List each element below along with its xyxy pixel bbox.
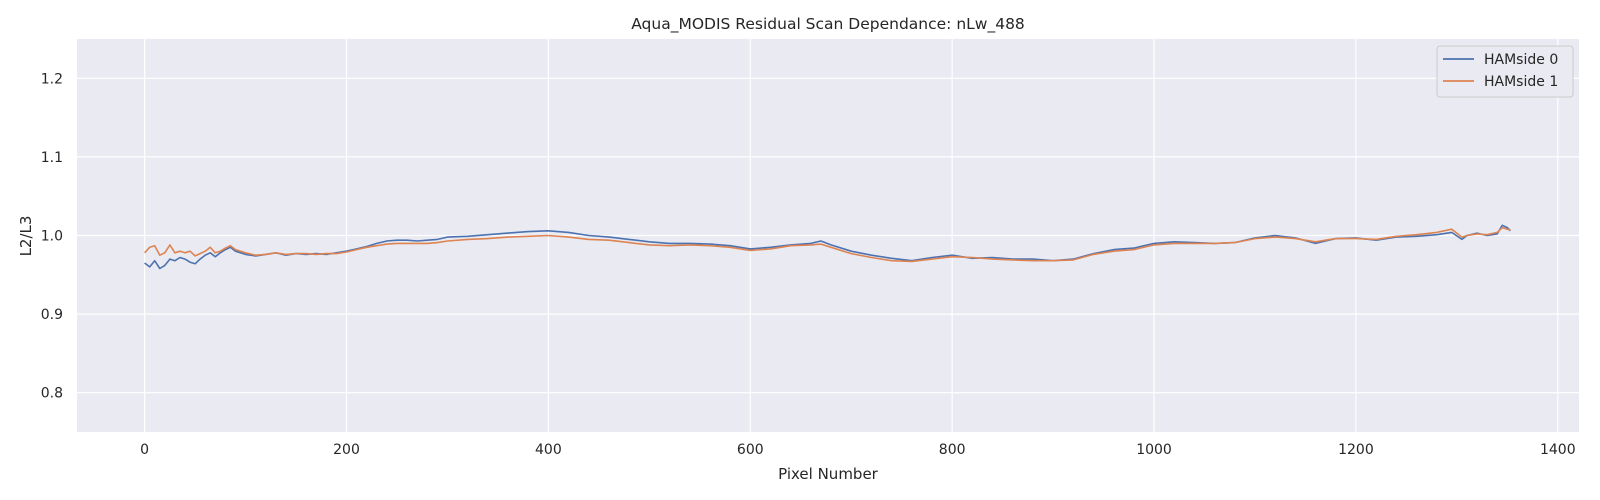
x-tick-label: 200: [333, 442, 360, 458]
x-tick-label: 800: [939, 442, 966, 458]
x-axis-label: Pixel Number: [778, 465, 879, 483]
x-tick-label: 1000: [1136, 442, 1172, 458]
x-tick-label: 0: [140, 442, 149, 458]
x-tick-label: 400: [535, 442, 562, 458]
y-tick-label: 1.0: [41, 229, 63, 245]
legend: HAMside 0 HAMside 1: [1436, 45, 1574, 98]
legend-label-hamside-1: HAMside 1: [1484, 74, 1558, 90]
y-tick-label: 0.8: [41, 386, 63, 402]
x-tick-label: 600: [737, 442, 764, 458]
y-tick-label: 1.2: [41, 71, 63, 87]
x-tick-labels: 0 200 400 600 800 1000 1200 1400: [140, 442, 1575, 458]
series-lines: [144, 224, 1511, 270]
chart-title: Aqua_MODIS Residual Scan Dependance: nLw…: [631, 15, 1025, 34]
y-tick-label: 0.9: [41, 307, 63, 323]
y-axis-label: L2/L3: [17, 216, 35, 257]
x-tick-label: 1400: [1540, 442, 1576, 458]
x-tick-label: 1200: [1338, 442, 1374, 458]
legend-label-hamside-0: HAMside 0: [1484, 52, 1558, 68]
y-tick-labels: 0.8 0.9 1.0 1.1 1.2: [41, 71, 63, 401]
series-line-hamside-1: [144, 226, 1511, 263]
y-tick-label: 1.1: [41, 150, 63, 166]
grid-lines: [77, 39, 1579, 432]
